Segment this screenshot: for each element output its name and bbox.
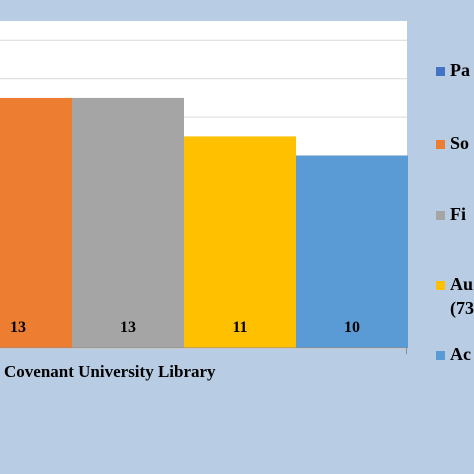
legend-swatch-ac xyxy=(436,351,445,360)
x-category-label: Covenant University Library xyxy=(4,362,216,381)
legend-label-ac: Ac xyxy=(450,344,471,364)
bar-so xyxy=(0,97,72,348)
bar-value-label: 13 xyxy=(120,319,136,336)
legend-label-pa: Pa xyxy=(450,60,470,80)
legend-swatch-fi xyxy=(436,211,445,220)
legend-swatch-au xyxy=(436,281,445,290)
legend-label-au: Au xyxy=(450,274,473,294)
legend-label-continuation: (73 xyxy=(450,298,474,319)
bar-fi xyxy=(72,97,184,348)
legend-swatch-so xyxy=(436,140,445,149)
bars: 13 13 11 10 xyxy=(0,97,408,348)
legend-label-so: So xyxy=(450,133,469,153)
bar-ac xyxy=(296,155,408,348)
legend-label-fi: Fi xyxy=(450,204,466,224)
bar-value-label: 13 xyxy=(10,319,26,336)
bar-value-label: 11 xyxy=(232,319,247,336)
legend: Pa So Fi Au (73 Ac xyxy=(436,60,474,364)
bar-value-label: 10 xyxy=(344,319,360,336)
legend-swatch-pa xyxy=(436,67,445,76)
bar-au xyxy=(184,136,296,348)
